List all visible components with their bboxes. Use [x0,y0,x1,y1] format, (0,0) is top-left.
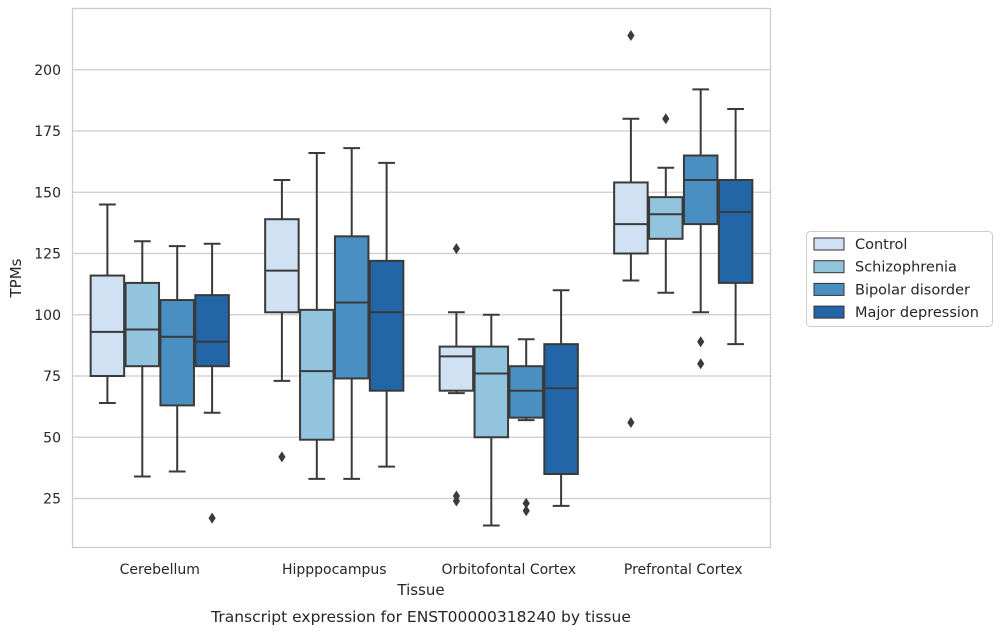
x-tick-label: Prefrontal Cortex [624,562,743,578]
y-tick-label: 100 [34,308,61,324]
legend-swatch [813,260,845,274]
box [543,289,579,507]
box [333,147,370,480]
outlier-point [452,243,460,255]
box-iqr [124,281,161,368]
box-iqr [89,274,126,377]
box-series [89,29,754,527]
box-iqr [508,365,544,419]
box-iqr [473,345,510,439]
box [194,242,230,524]
legend-swatch [813,305,845,319]
y-tick-label: 75 [43,369,61,385]
legend-swatch [813,282,845,296]
y-axis-label: TPMs [7,258,25,298]
series-2 [159,88,719,517]
x-tick-label: Cerebellum [120,562,200,578]
x-tick-label: Orbitofontal Cortex [441,562,576,578]
legend-frame [806,231,993,327]
y-tick-label: 150 [34,185,61,201]
legend-item: Major depression [813,305,979,321]
outlier-point [522,505,530,517]
box-iqr [333,235,370,380]
box-iqr [299,308,335,441]
series-0 [89,29,649,507]
y-tick-label: 200 [34,63,61,79]
outlier-point [278,451,286,463]
outlier-point [627,417,635,429]
y-tick-label: 50 [43,430,61,446]
legend-label: Bipolar disorder [855,282,970,298]
box-iqr [264,218,300,314]
box-iqr [543,343,579,475]
box [368,161,405,468]
box-iqr [717,179,754,284]
series-3 [194,107,754,524]
box [682,88,719,370]
box-iqr [682,154,719,226]
y-tick-label: 125 [34,247,61,263]
box-iqr [438,345,475,392]
outlier-point [627,29,635,41]
outlier-point [697,358,705,370]
legend-label: Control [855,237,907,253]
outlier-point [522,497,530,509]
box [264,179,300,463]
y-tick-label: 25 [43,492,61,508]
box [299,152,335,480]
box-iqr [194,294,230,368]
legend: Control Schizophrenia Bipolar disorder Majo… [806,231,993,327]
x-tick-label: Hipppocampus [282,562,387,578]
box [648,113,684,294]
box-iqr [648,196,684,240]
x-axis-label: Tissue [396,581,444,599]
box [508,338,544,517]
plot-area-frame [71,7,772,549]
box [438,243,475,507]
legend-item: Schizophrenia [813,260,957,276]
legend-item: Bipolar disorder [813,282,970,298]
box [159,245,195,473]
legend-item: Control [813,237,907,253]
box-iqr [368,259,405,392]
box-iqr [613,181,649,255]
x-axis-ticks: Cerebellum Hipppocampus Orbitofontal Corte… [120,562,743,578]
outlier-point [662,113,670,125]
legend-label: Major depression [855,305,979,321]
box [613,29,649,429]
box-iqr [159,299,195,407]
y-tick-label: 175 [34,124,61,140]
series-1 [124,113,684,527]
y-axis-ticks: 25 50 75 100 125 150 175 200 [34,63,61,508]
box [89,203,126,404]
legend-swatch [813,237,845,251]
legend-label: Schizophrenia [855,260,957,276]
box [473,313,510,527]
outlier-point [697,336,705,348]
outlier-point [208,512,216,524]
chart-caption: Transcript expression for ENST0000031824… [210,608,631,626]
box [124,240,161,478]
outlier-point [452,495,460,507]
box [717,107,754,346]
